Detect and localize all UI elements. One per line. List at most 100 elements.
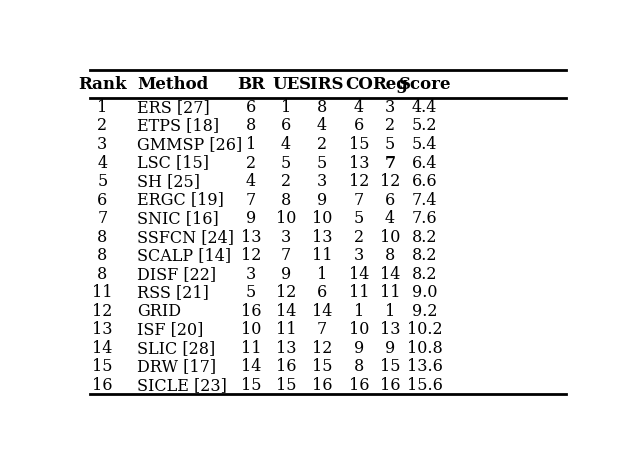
Text: 9: 9 <box>354 340 364 357</box>
Text: 16: 16 <box>312 377 332 394</box>
Text: ISF [20]: ISF [20] <box>137 321 204 338</box>
Text: 5: 5 <box>97 173 108 190</box>
Text: 12: 12 <box>312 340 332 357</box>
Text: 5: 5 <box>281 154 291 172</box>
Text: 12: 12 <box>349 173 369 190</box>
Text: 12: 12 <box>380 173 400 190</box>
Text: 6.4: 6.4 <box>412 154 438 172</box>
Text: 10: 10 <box>312 210 332 227</box>
Text: 2: 2 <box>97 118 108 134</box>
Text: DISF [22]: DISF [22] <box>137 266 216 283</box>
Text: 14: 14 <box>312 303 332 320</box>
Text: SICLE [23]: SICLE [23] <box>137 377 227 394</box>
Text: 9: 9 <box>385 340 395 357</box>
Text: 5: 5 <box>385 136 395 153</box>
Text: ETPS [18]: ETPS [18] <box>137 118 219 134</box>
Text: 15: 15 <box>276 377 296 394</box>
Text: 3: 3 <box>354 247 364 264</box>
Text: 7: 7 <box>281 247 291 264</box>
Text: 11: 11 <box>241 340 261 357</box>
Text: 13: 13 <box>241 229 261 246</box>
Text: 14: 14 <box>380 266 400 283</box>
Text: 6: 6 <box>354 118 364 134</box>
Text: 1: 1 <box>385 303 395 320</box>
Text: 14: 14 <box>92 340 113 357</box>
Text: 15: 15 <box>312 358 332 375</box>
Text: 4: 4 <box>385 210 395 227</box>
Text: 10: 10 <box>276 210 296 227</box>
Text: 3: 3 <box>281 229 291 246</box>
Text: 14: 14 <box>276 303 296 320</box>
Text: 12: 12 <box>276 284 296 301</box>
Text: SIRS: SIRS <box>300 76 345 93</box>
Text: 15: 15 <box>241 377 261 394</box>
Text: 4: 4 <box>97 154 108 172</box>
Text: CO: CO <box>345 76 372 93</box>
Text: SSFCN [24]: SSFCN [24] <box>137 229 234 246</box>
Text: 13: 13 <box>92 321 113 338</box>
Text: 11: 11 <box>312 247 332 264</box>
Text: 16: 16 <box>92 377 113 394</box>
Text: 11: 11 <box>380 284 400 301</box>
Text: 9.2: 9.2 <box>412 303 438 320</box>
Text: 13: 13 <box>349 154 369 172</box>
Text: 14: 14 <box>349 266 369 283</box>
Text: 5: 5 <box>354 210 364 227</box>
Text: 6: 6 <box>385 192 395 208</box>
Text: 7.6: 7.6 <box>412 210 438 227</box>
Text: SH [25]: SH [25] <box>137 173 200 190</box>
Text: BR: BR <box>237 76 265 93</box>
Text: 3: 3 <box>385 99 395 116</box>
Text: SNIC [16]: SNIC [16] <box>137 210 219 227</box>
Text: 5: 5 <box>317 154 327 172</box>
Text: 6: 6 <box>317 284 327 301</box>
Text: 8: 8 <box>97 229 108 246</box>
Text: 2: 2 <box>281 173 291 190</box>
Text: 15.6: 15.6 <box>407 377 443 394</box>
Text: 16: 16 <box>276 358 296 375</box>
Text: 11: 11 <box>349 284 369 301</box>
Text: 5.4: 5.4 <box>412 136 438 153</box>
Text: 8: 8 <box>246 118 256 134</box>
Text: SLIC [28]: SLIC [28] <box>137 340 215 357</box>
Text: 6: 6 <box>97 192 108 208</box>
Text: 1: 1 <box>281 99 291 116</box>
Text: 15: 15 <box>92 358 113 375</box>
Text: Score: Score <box>399 76 451 93</box>
Text: 10: 10 <box>349 321 369 338</box>
Text: 8: 8 <box>97 266 108 283</box>
Text: 8: 8 <box>281 192 291 208</box>
Text: 9: 9 <box>317 192 327 208</box>
Text: 12: 12 <box>92 303 113 320</box>
Text: 6: 6 <box>281 118 291 134</box>
Text: 9: 9 <box>246 210 256 227</box>
Text: 10.8: 10.8 <box>407 340 443 357</box>
Text: 7: 7 <box>385 154 396 172</box>
Text: 10: 10 <box>380 229 400 246</box>
Text: 4.4: 4.4 <box>412 99 437 116</box>
Text: 11: 11 <box>276 321 296 338</box>
Text: 7: 7 <box>97 210 108 227</box>
Text: 3: 3 <box>97 136 108 153</box>
Text: 13: 13 <box>312 229 332 246</box>
Text: 15: 15 <box>380 358 400 375</box>
Text: 13: 13 <box>276 340 296 357</box>
Text: 8: 8 <box>97 247 108 264</box>
Text: ERGC [19]: ERGC [19] <box>137 192 224 208</box>
Text: Method: Method <box>137 76 208 93</box>
Text: 8.2: 8.2 <box>412 229 438 246</box>
Text: 7.4: 7.4 <box>412 192 438 208</box>
Text: LSC [15]: LSC [15] <box>137 154 209 172</box>
Text: ERS [27]: ERS [27] <box>137 99 210 116</box>
Text: 16: 16 <box>241 303 261 320</box>
Text: 10.2: 10.2 <box>407 321 442 338</box>
Text: 8: 8 <box>385 247 395 264</box>
Text: 1: 1 <box>246 136 256 153</box>
Text: 16: 16 <box>380 377 400 394</box>
Text: 11: 11 <box>92 284 113 301</box>
Text: 4: 4 <box>281 136 291 153</box>
Text: 6: 6 <box>246 99 256 116</box>
Text: 5: 5 <box>246 284 256 301</box>
Text: 2: 2 <box>317 136 327 153</box>
Text: 5.2: 5.2 <box>412 118 438 134</box>
